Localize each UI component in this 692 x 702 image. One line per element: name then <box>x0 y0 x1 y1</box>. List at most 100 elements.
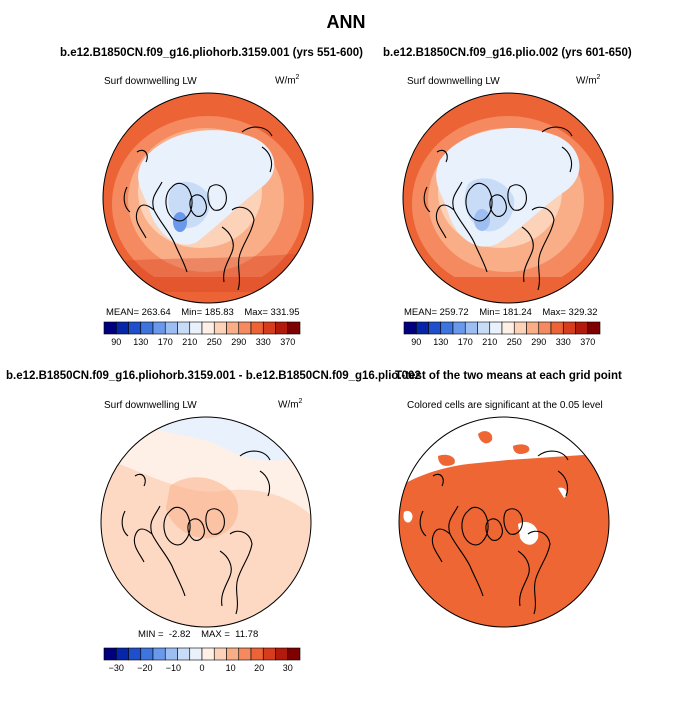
colorbar-swatch <box>226 647 240 661</box>
panel2-min-label: Min= <box>479 307 501 318</box>
colorbar-swatch <box>538 321 552 335</box>
colorbar-tick-label: 130 <box>433 337 448 347</box>
colorbar-swatch <box>189 647 203 661</box>
colorbar-swatch <box>526 321 540 335</box>
colorbar-swatch <box>140 647 154 661</box>
panel1-variable: Surf downwelling LW <box>104 76 197 87</box>
colorbar-swatch <box>262 321 276 335</box>
colorbar-tick-label: 10 <box>226 663 236 673</box>
colorbar-tick-label: 370 <box>580 337 595 347</box>
colorbar-tick-label: 250 <box>507 337 522 347</box>
colorbar-tick-label: −30 <box>109 663 124 673</box>
colorbar-swatch <box>140 321 154 335</box>
panel3-min-value: -2.82 <box>168 629 191 640</box>
colorbar-swatch <box>428 321 442 335</box>
panel3-units: W/m2 <box>278 398 302 410</box>
panel3-colorbar: −30 −20 −10 0 10 20 30 <box>103 647 301 673</box>
colorbar-swatch <box>238 647 252 661</box>
panel3-stats: MIN = -2.82 MAX = 11.78 <box>138 629 258 640</box>
colorbar-swatch <box>287 321 301 335</box>
panel1-mean-value: 263.64 <box>141 307 171 318</box>
panel2-mean-label: MEAN= <box>404 307 437 318</box>
panel3-map <box>100 416 312 628</box>
colorbar-swatch <box>403 321 417 335</box>
colorbar-swatch <box>177 647 191 661</box>
panel4-map <box>398 416 610 628</box>
colorbar-swatch <box>213 321 227 335</box>
colorbar-tick-label: 210 <box>182 337 197 347</box>
colorbar-swatch <box>226 321 240 335</box>
diff-title: b.e12.B1850CN.f09_g16.pliohorb.3159.001 … <box>6 370 421 382</box>
colorbar-swatch <box>575 321 589 335</box>
colorbar-tick-label: 130 <box>133 337 148 347</box>
page-title: ANN <box>326 12 366 32</box>
panel3-min-label: MIN = <box>138 629 164 640</box>
panel1-mean-label: MEAN= <box>106 307 139 318</box>
colorbar-swatch <box>115 647 129 661</box>
colorbar-tick-label: 250 <box>207 337 222 347</box>
panel2-max-label: Max= <box>542 307 566 318</box>
colorbar-swatch <box>128 321 142 335</box>
colorbar-swatch <box>562 321 576 335</box>
colorbar-swatch <box>452 321 466 335</box>
panel1-colorbar: 90 130 170 210 250 290 330 370 <box>103 321 301 347</box>
colorbar-tick-label: 30 <box>283 663 293 673</box>
colorbar-swatch <box>550 321 564 335</box>
colorbar-tick-label: 330 <box>256 337 271 347</box>
colorbar-swatch <box>115 321 129 335</box>
panel1-min-label: Min= <box>181 307 203 318</box>
colorbar-swatch <box>250 647 264 661</box>
colorbar-swatch <box>164 321 178 335</box>
colorbar-tick-label: 290 <box>231 337 246 347</box>
panel2-units-sup: 2 <box>596 74 601 81</box>
colorbar-swatch <box>213 647 227 661</box>
panel1-stats: MEAN= 263.64 Min= 185.83 Max= 331.95 <box>106 307 300 318</box>
panel1-units-base: W/m <box>275 75 296 87</box>
case2-title: b.e12.B1850CN.f09_g16.plio.002 (yrs 601-… <box>383 47 632 59</box>
panel2-mean-value: 259.72 <box>439 307 469 318</box>
colorbar-swatch <box>587 321 601 335</box>
panel1-map <box>102 92 314 304</box>
colorbar-tick-label: 0 <box>199 663 204 673</box>
panel1-units: W/m2 <box>275 74 299 86</box>
colorbar-swatch <box>103 647 117 661</box>
colorbar-swatch <box>103 321 117 335</box>
colorbar-swatch <box>440 321 454 335</box>
panel1-min-value: 185.83 <box>204 307 234 318</box>
colorbar-swatch <box>489 321 503 335</box>
colorbar-tick-label: 330 <box>556 337 571 347</box>
panel4-note: Colored cells are significant at the 0.0… <box>407 400 603 411</box>
colorbar-tick-label: 210 <box>482 337 497 347</box>
colorbar-tick-label: 170 <box>158 337 173 347</box>
colorbar-swatch <box>152 647 166 661</box>
panel3-max-label: MAX = <box>201 629 230 640</box>
panel2-units: W/m2 <box>576 74 600 86</box>
panel2-stats: MEAN= 259.72 Min= 181.24 Max= 329.32 <box>404 307 598 318</box>
colorbar-swatch <box>128 647 142 661</box>
panel3-units-sup: 2 <box>298 398 303 405</box>
panel2-variable: Surf downwelling LW <box>407 76 500 87</box>
colorbar-swatch <box>238 321 252 335</box>
panel1-max-value: 331.95 <box>270 307 300 318</box>
colorbar-swatch <box>164 647 178 661</box>
panel1-units-sup: 2 <box>295 74 300 81</box>
colorbar-tick-label: 90 <box>111 337 121 347</box>
colorbar-swatch <box>275 321 289 335</box>
colorbar-tick-label: 90 <box>411 337 421 347</box>
colorbar-swatch <box>177 321 191 335</box>
colorbar-swatch <box>262 647 276 661</box>
colorbar-swatch <box>275 647 289 661</box>
panel2-units-base: W/m <box>576 75 597 87</box>
ttest-title: T-test of the two means at each grid poi… <box>395 370 622 382</box>
panel2-max-value: 329.32 <box>568 307 598 318</box>
colorbar-swatch <box>415 321 429 335</box>
panel2-colorbar: 90 130 170 210 250 290 330 370 <box>403 321 601 347</box>
panel1-max-label: Max= <box>244 307 268 318</box>
colorbar-tick-label: −10 <box>166 663 181 673</box>
colorbar-swatch <box>513 321 527 335</box>
panel3-variable: Surf downwelling LW <box>104 400 197 411</box>
colorbar-swatch <box>287 647 301 661</box>
colorbar-tick-label: 170 <box>458 337 473 347</box>
colorbar-swatch <box>477 321 491 335</box>
panel2-map <box>402 92 614 304</box>
